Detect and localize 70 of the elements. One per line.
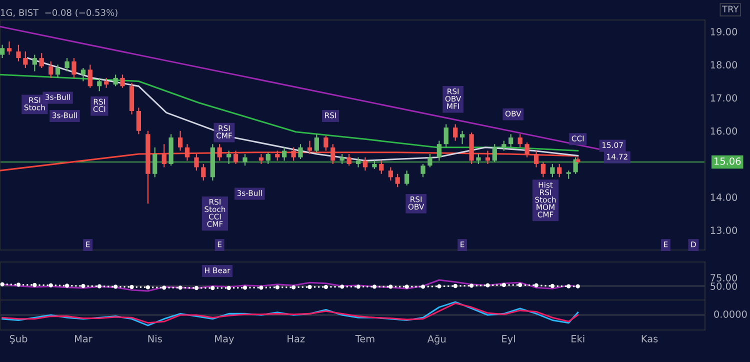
candlestick <box>356 156 361 168</box>
candlestick <box>518 134 522 148</box>
x-tick-label: Kas <box>642 335 658 342</box>
text: TRY <box>722 6 739 12</box>
x-tick-label: May <box>215 335 234 344</box>
ref-line-label: 0.0000 <box>714 310 747 318</box>
candlestick <box>314 134 319 153</box>
candlestick <box>444 124 448 148</box>
y-tick-label: 13.00 <box>710 226 738 234</box>
candlestick <box>113 74 118 87</box>
candlestick <box>492 144 497 163</box>
chart-title: 1G, BIST −0.08 (−0.53%) <box>0 8 118 18</box>
candlestick <box>395 173 400 188</box>
candlestick <box>282 146 287 162</box>
ref-line-label: 15.06 <box>714 157 741 165</box>
x-tick-label: Mar <box>74 335 92 342</box>
candlestick <box>233 150 238 165</box>
candlestick <box>298 144 303 160</box>
candlestick <box>178 130 183 152</box>
y-tick-label: 14.00 <box>710 194 738 201</box>
candlestick <box>476 153 481 165</box>
x-tick-label: Ağu <box>427 334 446 345</box>
candlestick <box>194 153 199 172</box>
x-tick-label: Haz <box>288 335 305 342</box>
candlestick <box>162 144 166 168</box>
candlestick <box>540 162 546 178</box>
candlestick <box>460 130 465 145</box>
candlestick <box>136 107 141 135</box>
x-tick-label: Nis <box>148 334 162 342</box>
candlestick <box>242 153 248 166</box>
candlestick <box>524 142 530 158</box>
candlestick <box>226 150 232 165</box>
candlestick <box>420 163 426 178</box>
candlestick <box>436 140 442 162</box>
candlestick <box>97 77 102 92</box>
candlestick <box>88 64 92 88</box>
candlestick <box>120 74 125 88</box>
y-tick-label: 17.00 <box>710 94 738 102</box>
candlestick <box>557 163 562 178</box>
candlestick <box>324 135 328 152</box>
candlestick <box>152 146 158 178</box>
candlestick <box>330 144 336 165</box>
candlestick <box>453 124 458 142</box>
candlestick <box>184 144 190 162</box>
candlestick <box>404 170 410 186</box>
x-tick-label: Şub <box>10 334 28 344</box>
candlestick <box>379 160 384 174</box>
x-tick-label: Tem <box>355 335 374 342</box>
candlestick <box>80 67 86 82</box>
y-tick-label: 18.00 <box>710 61 738 69</box>
candlestick <box>534 150 539 168</box>
candlestick <box>201 163 206 182</box>
candlestick <box>346 153 352 166</box>
candlestick <box>508 134 514 148</box>
y-tick-label: 50.00 <box>710 282 738 290</box>
candlestick <box>266 152 270 165</box>
x-tick-label: Eyl <box>502 334 515 344</box>
candlestick <box>502 140 506 152</box>
y-tick-label: 75.00 <box>710 274 738 282</box>
candlestick <box>388 166 393 182</box>
candlestick <box>104 77 109 88</box>
candlestick <box>291 146 296 162</box>
y-tick-label: 16.00 <box>710 127 738 135</box>
candlestick <box>550 163 555 178</box>
candlestick <box>428 153 432 168</box>
candlestick <box>217 144 222 162</box>
y-tick-label: 19.00 <box>710 28 738 36</box>
candlestick <box>362 156 368 172</box>
candlestick <box>275 150 280 162</box>
x-tick-label: Eki <box>572 334 584 342</box>
